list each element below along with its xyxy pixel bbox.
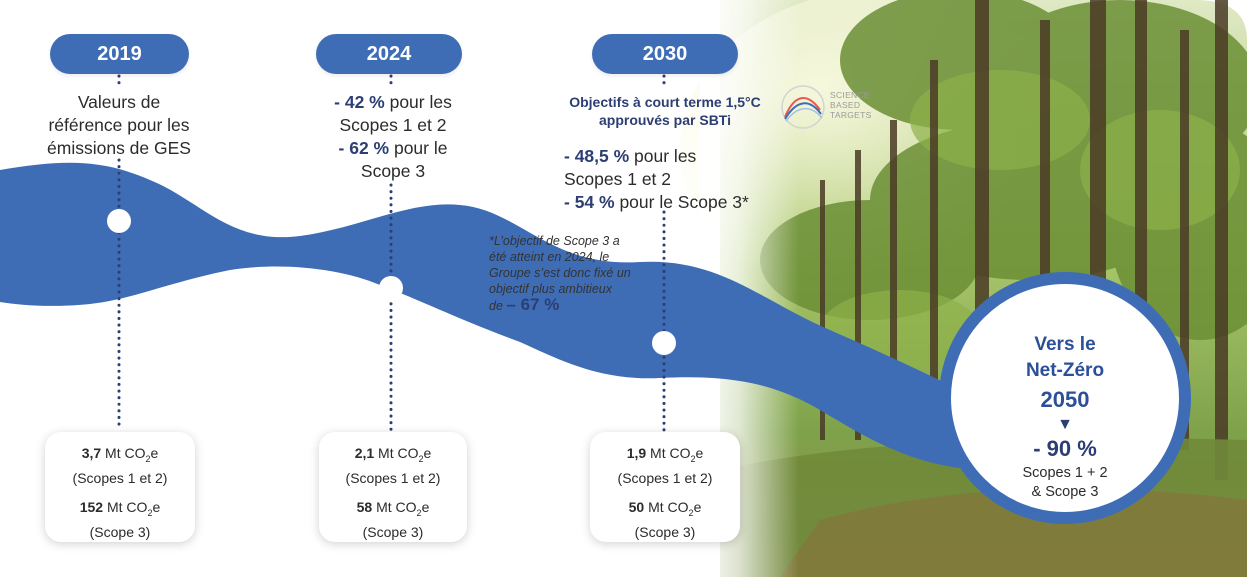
netzero-scope-line1: Scopes 1 + 2: [1022, 465, 1108, 481]
year-badge-2019: 2019: [50, 34, 189, 74]
sbti-logo-text: SCIENCE BASED TARGETS: [830, 90, 872, 120]
forest-image: [680, 0, 1247, 577]
netzero-year: 2050: [1040, 387, 1090, 412]
sbti-logo: [781, 85, 825, 129]
heading-2030: Objectifs à court terme 1,5°C approuvés …: [569, 94, 761, 128]
timeline-wave: [0, 162, 990, 470]
emissions-card-2019: 3,7 Mt CO2e (Scopes 1 et 2) 152 Mt CO2e …: [45, 432, 195, 542]
milestone-dot-2030: [652, 331, 676, 355]
emissions-card-2024: 2,1 Mt CO2e (Scopes 1 et 2) 58 Mt CO2e (…: [319, 432, 467, 542]
year-badge-2030: 2030: [592, 34, 738, 74]
netzero-circle: [939, 272, 1191, 524]
emissions-card-2030: 1,9 Mt CO2e (Scopes 1 et 2) 50 Mt CO2e (…: [590, 432, 740, 542]
netzero-arrow-icon: ▼: [1057, 416, 1073, 433]
year-badge-2024: 2024: [316, 34, 462, 74]
targets-2024: - 42 % pour les Scopes 1 et 2 - 62 % pou…: [334, 92, 452, 181]
netzero-title-line2: Net-Zéro: [1025, 360, 1105, 381]
targets-2030: - 48,5 % pour les Scopes 1 et 2 - 54 % p…: [564, 146, 749, 212]
description-2019: Valeurs de référence pour les émissions …: [47, 92, 191, 158]
netzero-scope-line2: & Scope 3: [1031, 484, 1099, 500]
netzero-title-line1: Vers le: [1034, 334, 1096, 355]
milestone-dot-2024: [379, 276, 403, 300]
scope3-footnote: *L’objectif de Scope 3 a été atteint en …: [489, 234, 631, 314]
netzero-value: - 90 %: [1033, 436, 1097, 461]
milestone-dot-2019: [107, 209, 131, 233]
netzero-content: Vers le Net-Zéro 2050 ▼ - 90 % Scopes 1 …: [975, 332, 1155, 502]
